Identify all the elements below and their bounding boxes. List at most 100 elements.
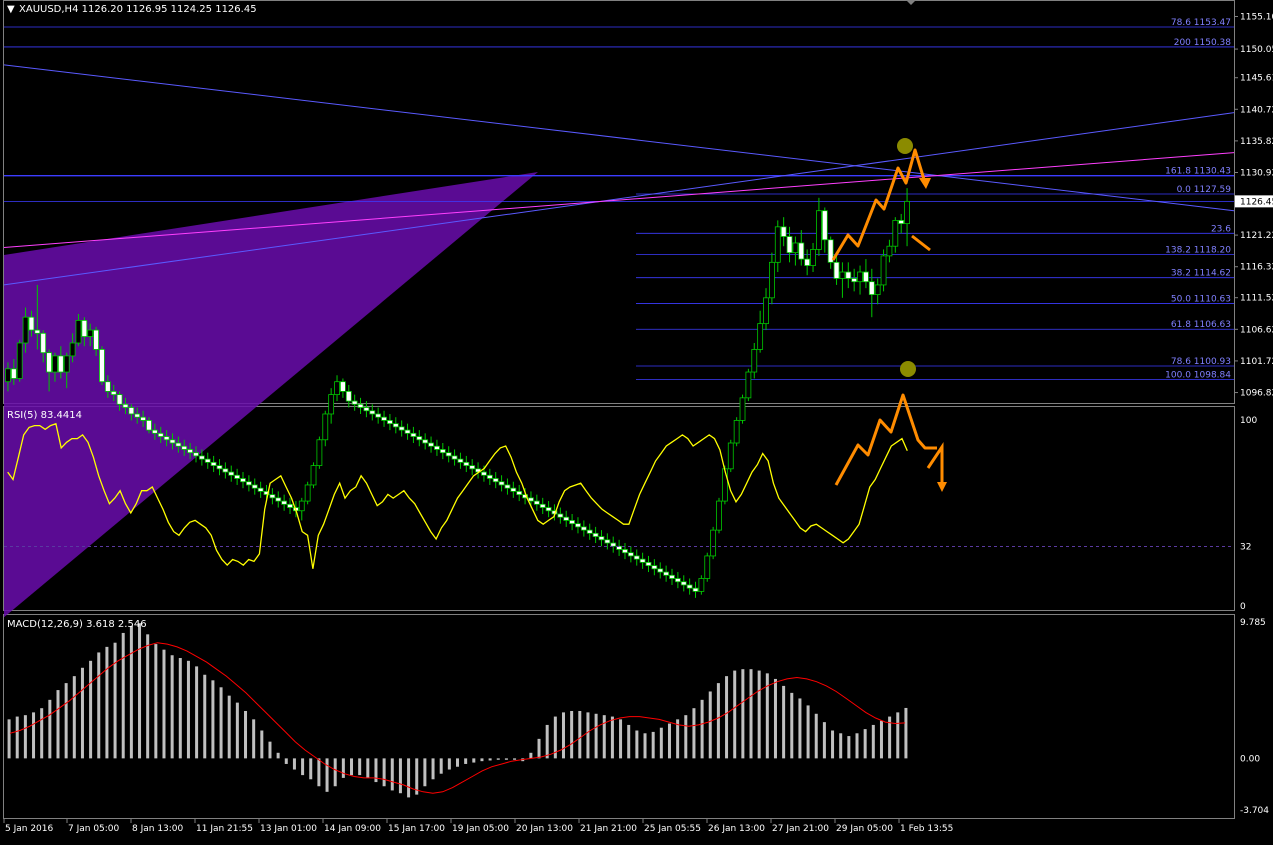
candle-body[interactable] bbox=[657, 568, 664, 573]
candle-body[interactable] bbox=[710, 529, 717, 557]
candle-body[interactable] bbox=[310, 465, 317, 486]
candle-body[interactable] bbox=[193, 452, 199, 457]
candle-body[interactable] bbox=[110, 390, 117, 396]
candle-body[interactable] bbox=[857, 271, 863, 283]
candle-body[interactable] bbox=[93, 329, 99, 350]
candle-body[interactable] bbox=[298, 500, 305, 512]
trendline-up[interactable] bbox=[3, 112, 1235, 286]
candle-body[interactable] bbox=[10, 368, 17, 379]
candle-body[interactable] bbox=[434, 445, 440, 450]
candle-body[interactable] bbox=[863, 271, 869, 283]
candle-body[interactable] bbox=[563, 516, 570, 521]
candle-body[interactable] bbox=[610, 542, 617, 547]
candle-body[interactable] bbox=[222, 468, 229, 473]
candle-body[interactable] bbox=[52, 355, 58, 373]
candle-body[interactable] bbox=[486, 474, 493, 479]
candle-body[interactable] bbox=[798, 242, 805, 260]
candle-body[interactable] bbox=[604, 539, 611, 544]
candle-body[interactable] bbox=[428, 442, 434, 447]
candle-body[interactable] bbox=[733, 420, 740, 444]
candle-body[interactable] bbox=[892, 219, 899, 247]
rsi-panel[interactable] bbox=[4, 422, 1234, 569]
candle-body[interactable] bbox=[304, 484, 311, 502]
candle-body[interactable] bbox=[146, 420, 152, 431]
candle-body[interactable] bbox=[63, 355, 70, 373]
candle-body[interactable] bbox=[674, 578, 681, 583]
candle-body[interactable] bbox=[622, 549, 628, 554]
candle-body[interactable] bbox=[451, 455, 458, 460]
candle-body[interactable] bbox=[757, 323, 764, 350]
candle-body[interactable] bbox=[228, 471, 235, 476]
candle-body[interactable] bbox=[504, 484, 511, 489]
candle-body[interactable] bbox=[34, 329, 41, 334]
candle-body[interactable] bbox=[87, 329, 94, 337]
candle-body[interactable] bbox=[821, 210, 828, 241]
candle-body[interactable] bbox=[851, 278, 858, 283]
candle-body[interactable] bbox=[334, 381, 340, 396]
candle-body[interactable] bbox=[528, 497, 534, 502]
candle-body[interactable] bbox=[833, 261, 840, 279]
scroll-marker-icon[interactable] bbox=[906, 0, 916, 5]
candle-body[interactable] bbox=[645, 561, 652, 567]
trendline-down[interactable] bbox=[3, 64, 1235, 212]
candle-body[interactable] bbox=[187, 449, 194, 454]
candle-body[interactable] bbox=[128, 407, 135, 415]
candle-body[interactable] bbox=[539, 503, 546, 508]
candle-body[interactable] bbox=[104, 381, 111, 392]
candle-body[interactable] bbox=[287, 503, 293, 508]
candle-body[interactable] bbox=[616, 545, 623, 550]
candle-body[interactable] bbox=[839, 271, 846, 279]
candle-body[interactable] bbox=[269, 494, 276, 499]
candle-body[interactable] bbox=[234, 474, 241, 479]
candle-body[interactable] bbox=[745, 371, 752, 399]
candle-body[interactable] bbox=[786, 236, 793, 254]
candle-body[interactable] bbox=[704, 555, 711, 579]
candle-body[interactable] bbox=[122, 403, 129, 408]
candle-body[interactable] bbox=[40, 332, 47, 354]
candle-body[interactable] bbox=[904, 200, 910, 225]
candle-body[interactable] bbox=[768, 261, 775, 299]
candle-body[interactable] bbox=[363, 407, 370, 412]
candle-body[interactable] bbox=[686, 584, 693, 589]
candle-body[interactable] bbox=[81, 320, 88, 337]
candle-body[interactable] bbox=[481, 471, 487, 476]
candle-body[interactable] bbox=[275, 497, 282, 502]
candle-body[interactable] bbox=[410, 432, 417, 437]
candle-body[interactable] bbox=[845, 271, 852, 279]
candle-body[interactable] bbox=[16, 342, 23, 379]
candle-body[interactable] bbox=[216, 465, 223, 470]
candle-body[interactable] bbox=[351, 400, 358, 405]
candle-body[interactable] bbox=[134, 413, 141, 418]
candle-body[interactable] bbox=[633, 555, 640, 560]
candle-body[interactable] bbox=[69, 342, 76, 357]
candle-body[interactable] bbox=[510, 487, 517, 492]
candle-body[interactable] bbox=[416, 436, 423, 441]
candle-body[interactable] bbox=[422, 439, 429, 444]
candle-body[interactable] bbox=[251, 484, 258, 489]
candle-body[interactable] bbox=[751, 349, 758, 373]
candle-body[interactable] bbox=[533, 500, 540, 505]
candle-body[interactable] bbox=[210, 461, 217, 466]
candle-body[interactable] bbox=[868, 281, 875, 295]
candle-body[interactable] bbox=[763, 297, 769, 325]
candle-body[interactable] bbox=[810, 249, 816, 266]
candle-body[interactable] bbox=[163, 436, 170, 441]
candle-body[interactable] bbox=[198, 455, 205, 460]
chart-dropdown-icon[interactable]: ▼ bbox=[7, 4, 15, 15]
candle-body[interactable] bbox=[721, 468, 728, 502]
candle-body[interactable] bbox=[669, 574, 675, 579]
candle-body[interactable] bbox=[651, 565, 658, 570]
candle-body[interactable] bbox=[522, 494, 528, 499]
candle-body[interactable] bbox=[357, 403, 364, 408]
rsi-line[interactable] bbox=[7, 422, 908, 569]
candle-body[interactable] bbox=[369, 410, 376, 415]
candle-body[interactable] bbox=[639, 558, 646, 563]
candle-body[interactable] bbox=[328, 394, 335, 415]
candle-body[interactable] bbox=[281, 500, 288, 505]
candle-body[interactable] bbox=[516, 491, 523, 496]
candle-body[interactable] bbox=[457, 458, 464, 463]
candle-body[interactable] bbox=[469, 465, 476, 470]
candle-body[interactable] bbox=[780, 226, 787, 237]
